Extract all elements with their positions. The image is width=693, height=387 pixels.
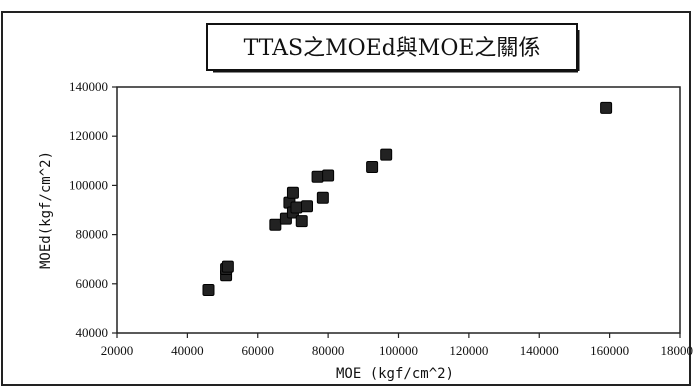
data-point	[322, 169, 335, 182]
y-tick-label: 80000	[76, 227, 109, 242]
x-tick-label: 40000	[171, 343, 204, 358]
y-axis-title: MOEd(kgf/cm^2)	[38, 151, 54, 269]
data-point	[290, 201, 303, 214]
chart-title: TTAS之MOEd與MOE之關係	[244, 36, 541, 61]
data-point	[269, 218, 282, 231]
x-tick-label: 120000	[449, 343, 488, 358]
y-tick-label: 140000	[69, 79, 108, 94]
x-axis: 20000 40000 60000 80000 100000 120000 140000 16…	[101, 333, 693, 358]
x-tick-label: 20000	[101, 343, 134, 358]
data-point	[311, 170, 324, 183]
data-points	[202, 101, 613, 296]
title-frame	[206, 23, 578, 71]
x-tick-label: 60000	[242, 343, 275, 358]
x-axis-title: MOE (kgf/cm^2)	[336, 366, 454, 382]
data-point	[202, 283, 215, 296]
y-tick-label: 60000	[76, 276, 109, 291]
data-point	[600, 101, 613, 114]
y-tick-label: 40000	[76, 325, 109, 340]
y-axis: 40000 60000 80000 100000 120000 140000	[69, 79, 117, 340]
y-tick-label: 100000	[69, 177, 108, 192]
data-point	[286, 186, 299, 199]
y-tick-label: 120000	[69, 128, 108, 143]
x-tick-label: 80000	[312, 343, 345, 358]
data-point	[301, 200, 314, 213]
data-point	[316, 191, 329, 204]
chart-title-box: TTAS之MOEd與MOE之關係	[206, 23, 580, 73]
x-tick-label: 140000	[520, 343, 559, 358]
x-tick-label: 100000	[379, 343, 418, 358]
x-tick-label: 160000	[590, 343, 629, 358]
data-point	[221, 260, 234, 273]
data-point	[366, 160, 379, 173]
data-point	[295, 215, 308, 228]
data-point	[380, 148, 393, 161]
x-tick-label: 180000	[661, 343, 693, 358]
